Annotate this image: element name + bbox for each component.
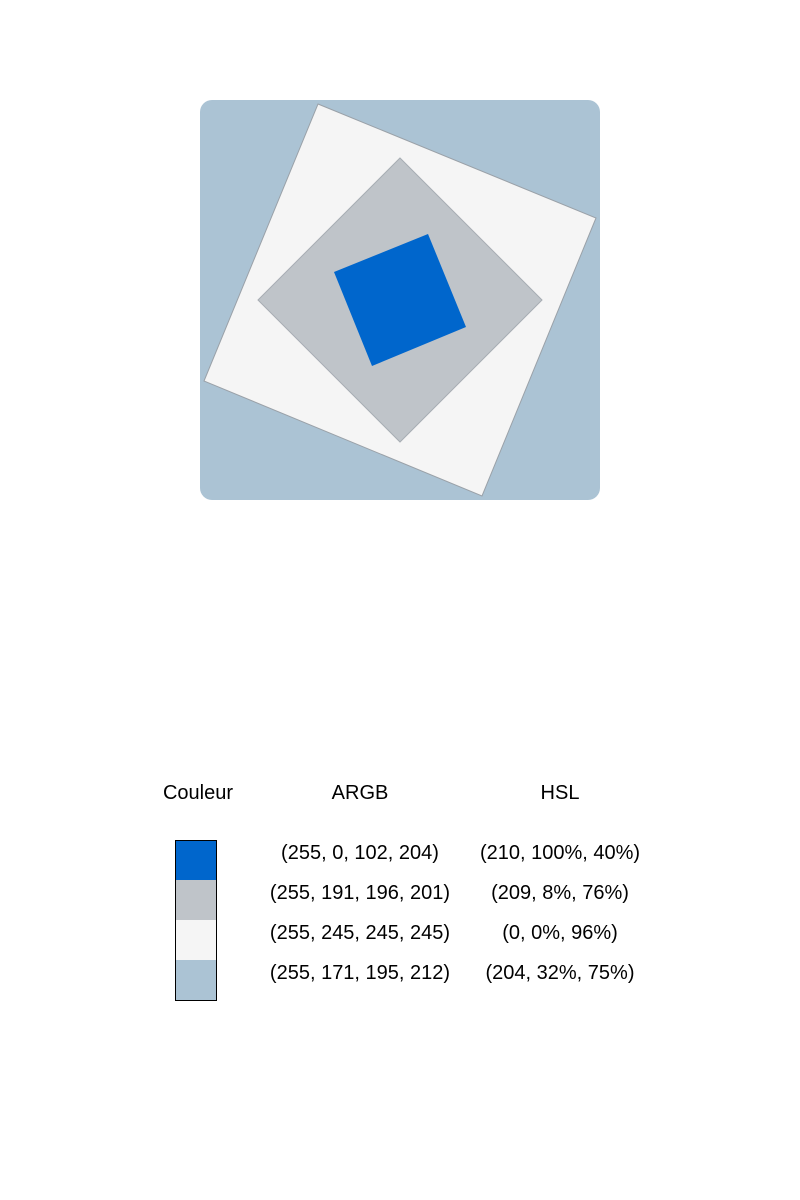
argb-value: (255, 245, 245, 245) (269, 922, 451, 944)
color-swatch (175, 960, 217, 1001)
color-legend-table: (255, 0, 102, 204) (210, 100%, 40%) (255… (0, 840, 800, 1001)
header-couleur: Couleur (162, 782, 234, 804)
hsl-value: (210, 100%, 40%) (479, 842, 641, 864)
legend-row: (255, 171, 195, 212) (204, 32%, 75%) (0, 960, 800, 1001)
color-swatch (175, 880, 217, 921)
hsl-value: (209, 8%, 76%) (491, 882, 629, 904)
nested-squares-artwork (200, 100, 600, 500)
legend-row: (255, 0, 102, 204) (210, 100%, 40%) (0, 840, 800, 882)
argb-value: (255, 191, 196, 201) (269, 882, 451, 904)
legend-row: (255, 191, 196, 201) (209, 8%, 76%) (0, 880, 800, 921)
color-swatch (175, 840, 217, 882)
legend-row: (255, 245, 245, 245) (0, 0%, 96%) (0, 920, 800, 961)
header-hsl: HSL (540, 782, 580, 804)
hsl-value: (204, 32%, 75%) (485, 962, 635, 984)
hsl-value: (0, 0%, 96%) (502, 922, 618, 944)
argb-value: (255, 0, 102, 204) (281, 842, 439, 864)
blue-tilted-square (334, 234, 466, 366)
color-swatch (175, 920, 217, 961)
argb-value: (255, 171, 195, 212) (269, 962, 451, 984)
header-argb: ARGB (331, 782, 389, 804)
